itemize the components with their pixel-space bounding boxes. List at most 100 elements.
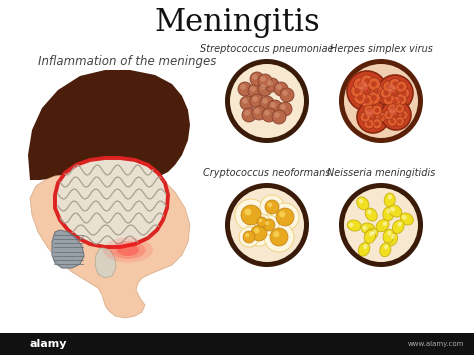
- Circle shape: [276, 208, 294, 226]
- Polygon shape: [30, 173, 190, 318]
- Circle shape: [254, 214, 270, 230]
- Circle shape: [399, 97, 404, 102]
- Circle shape: [263, 219, 275, 231]
- Circle shape: [357, 95, 363, 101]
- Circle shape: [242, 108, 256, 122]
- Circle shape: [379, 115, 383, 119]
- Circle shape: [278, 102, 292, 116]
- Circle shape: [370, 84, 383, 97]
- Circle shape: [276, 84, 282, 90]
- Circle shape: [264, 110, 270, 116]
- Circle shape: [360, 112, 370, 122]
- Circle shape: [245, 208, 252, 215]
- Circle shape: [377, 75, 413, 111]
- Circle shape: [364, 119, 374, 129]
- Circle shape: [251, 225, 267, 241]
- Ellipse shape: [387, 208, 391, 213]
- Ellipse shape: [363, 244, 367, 249]
- Circle shape: [358, 81, 368, 91]
- Ellipse shape: [383, 207, 394, 221]
- Circle shape: [241, 205, 261, 225]
- Ellipse shape: [347, 220, 361, 231]
- Circle shape: [401, 113, 405, 117]
- Circle shape: [282, 90, 288, 96]
- Circle shape: [339, 183, 423, 267]
- Circle shape: [339, 59, 423, 143]
- Ellipse shape: [392, 220, 404, 234]
- Circle shape: [244, 110, 250, 116]
- Circle shape: [371, 81, 377, 87]
- Circle shape: [383, 81, 394, 93]
- Circle shape: [252, 96, 258, 102]
- Circle shape: [384, 110, 393, 120]
- Circle shape: [395, 104, 404, 114]
- Circle shape: [364, 105, 374, 115]
- Circle shape: [270, 228, 288, 246]
- Circle shape: [399, 84, 404, 89]
- Circle shape: [270, 102, 276, 108]
- Ellipse shape: [391, 207, 395, 212]
- Circle shape: [374, 108, 379, 113]
- Ellipse shape: [358, 242, 370, 256]
- Circle shape: [242, 98, 248, 104]
- Ellipse shape: [402, 215, 407, 219]
- Circle shape: [367, 78, 380, 91]
- Circle shape: [252, 106, 266, 120]
- Ellipse shape: [369, 231, 374, 236]
- Circle shape: [254, 108, 260, 114]
- Circle shape: [271, 203, 299, 231]
- Circle shape: [361, 94, 374, 107]
- Ellipse shape: [357, 197, 369, 210]
- Circle shape: [401, 91, 406, 95]
- Circle shape: [260, 195, 284, 219]
- Polygon shape: [95, 248, 116, 278]
- Circle shape: [265, 200, 279, 214]
- Circle shape: [344, 188, 418, 262]
- Circle shape: [252, 74, 258, 80]
- Ellipse shape: [384, 193, 395, 207]
- Circle shape: [372, 119, 382, 129]
- Text: Streptococcus pneumoniae: Streptococcus pneumoniae: [200, 44, 334, 54]
- Circle shape: [355, 88, 360, 94]
- Circle shape: [389, 96, 401, 108]
- Circle shape: [387, 84, 396, 93]
- Circle shape: [248, 84, 262, 98]
- Circle shape: [364, 78, 370, 84]
- Circle shape: [280, 104, 286, 110]
- Circle shape: [374, 121, 379, 126]
- Circle shape: [398, 106, 402, 111]
- Circle shape: [357, 101, 389, 133]
- Circle shape: [230, 188, 304, 262]
- Circle shape: [273, 231, 280, 237]
- Circle shape: [389, 108, 397, 115]
- Ellipse shape: [365, 228, 378, 240]
- Circle shape: [366, 109, 374, 117]
- Ellipse shape: [400, 213, 413, 225]
- Circle shape: [381, 87, 392, 99]
- Circle shape: [390, 106, 394, 111]
- Text: Meningitis: Meningitis: [154, 6, 320, 38]
- Ellipse shape: [386, 233, 398, 246]
- Circle shape: [386, 113, 391, 117]
- Ellipse shape: [391, 234, 395, 239]
- Circle shape: [381, 100, 411, 130]
- Circle shape: [258, 82, 272, 96]
- Circle shape: [376, 112, 386, 122]
- Circle shape: [250, 72, 264, 86]
- Ellipse shape: [349, 223, 354, 227]
- Circle shape: [386, 97, 392, 102]
- Circle shape: [279, 211, 285, 218]
- Ellipse shape: [367, 210, 372, 214]
- Circle shape: [367, 92, 380, 104]
- Circle shape: [272, 110, 286, 124]
- Circle shape: [372, 105, 382, 115]
- Ellipse shape: [372, 230, 376, 235]
- Circle shape: [354, 92, 366, 104]
- Circle shape: [265, 78, 279, 92]
- Circle shape: [364, 98, 370, 104]
- Circle shape: [239, 227, 259, 247]
- Text: www.alamy.com: www.alamy.com: [408, 341, 464, 347]
- Circle shape: [225, 183, 309, 267]
- Ellipse shape: [383, 229, 394, 243]
- Circle shape: [238, 82, 252, 96]
